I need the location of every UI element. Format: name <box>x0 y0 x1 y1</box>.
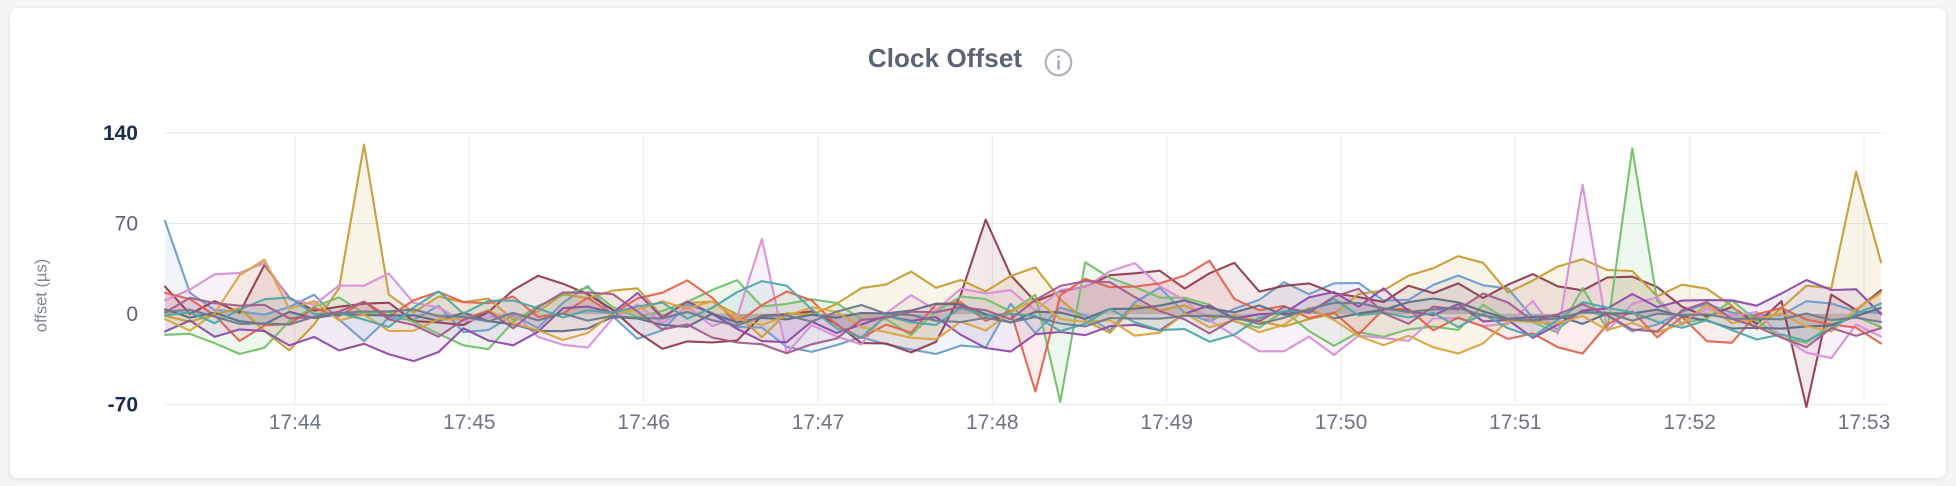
svg-text:17:48: 17:48 <box>966 411 1019 434</box>
svg-text:17:46: 17:46 <box>617 411 670 434</box>
svg-text:140: 140 <box>103 122 138 145</box>
svg-text:-70: -70 <box>108 394 138 417</box>
svg-text:17:50: 17:50 <box>1315 411 1368 434</box>
svg-text:17:52: 17:52 <box>1663 411 1716 434</box>
svg-text:17:53: 17:53 <box>1838 411 1891 434</box>
svg-text:0: 0 <box>126 303 138 326</box>
svg-text:17:47: 17:47 <box>792 411 845 434</box>
svg-text:70: 70 <box>115 213 138 236</box>
svg-text:17:44: 17:44 <box>269 411 322 434</box>
svg-text:17:51: 17:51 <box>1489 411 1542 434</box>
svg-text:17:49: 17:49 <box>1140 411 1193 434</box>
svg-text:17:45: 17:45 <box>443 411 496 434</box>
